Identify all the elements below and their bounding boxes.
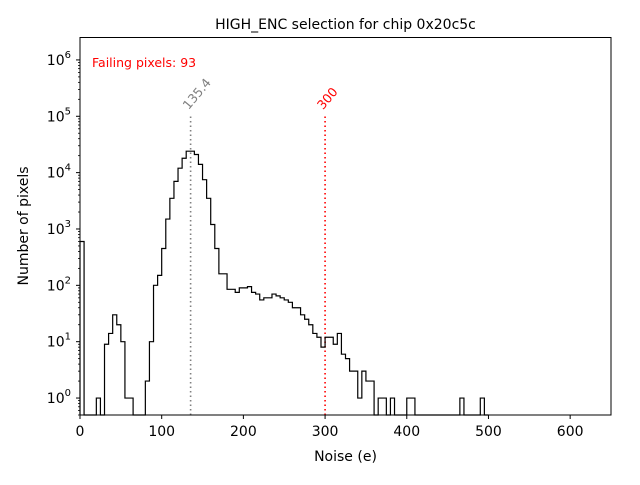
histogram-bin — [480, 397, 484, 399]
x-tick-label: 600 — [557, 424, 584, 440]
histogram-bin — [109, 332, 113, 334]
vline-label-135.4: 135.4 — [179, 75, 214, 112]
failing-pixels-annotation: Failing pixels: 93 — [92, 55, 196, 70]
histogram-bin — [174, 180, 178, 182]
histogram-bin — [354, 370, 358, 372]
histogram-bin — [243, 287, 247, 289]
histogram-bin — [158, 274, 162, 276]
x-tick-label: 200 — [230, 424, 257, 440]
histogram-bin — [186, 150, 190, 152]
histogram-bin — [178, 167, 182, 169]
y-tick-label: 100 — [47, 388, 71, 407]
histogram-bin — [260, 299, 264, 301]
histogram-bin — [129, 397, 133, 399]
histogram-bin — [96, 397, 100, 399]
x-axis-label: Noise (e) — [314, 449, 377, 465]
x-tick-label: 300 — [312, 424, 339, 440]
histogram-bin — [235, 291, 239, 293]
histogram-bin — [80, 240, 84, 242]
histogram-bin — [382, 397, 386, 399]
histogram-bin — [162, 248, 166, 250]
histogram-bin — [207, 197, 211, 199]
histogram-bin — [268, 297, 272, 299]
histogram-bin — [321, 346, 325, 348]
histogram-bin — [350, 370, 354, 372]
histogram-bin — [390, 397, 394, 399]
histogram-bin — [215, 248, 219, 250]
histogram-bin — [460, 397, 464, 399]
histogram-bin — [280, 297, 284, 299]
histogram-bin — [362, 370, 366, 372]
x-tick-label: 400 — [393, 424, 420, 440]
histogram-bin — [333, 343, 337, 345]
chart-title: HIGH_ENC selection for chip 0x20c5c — [215, 17, 476, 33]
y-tick-label: 102 — [47, 275, 71, 294]
histogram-bin — [252, 291, 256, 293]
histogram-bin — [247, 286, 251, 288]
y-tick-label: 106 — [47, 50, 71, 69]
histogram-bin — [121, 341, 125, 343]
y-tick-label: 101 — [47, 332, 71, 351]
histogram-bin — [182, 157, 186, 159]
histogram-bin — [256, 293, 260, 295]
x-tick-label: 0 — [76, 424, 85, 440]
histogram-bin — [309, 324, 313, 326]
histogram-bin — [341, 353, 345, 355]
histogram-bin — [211, 224, 215, 226]
histogram-bin — [317, 336, 321, 338]
histogram-bin — [219, 273, 223, 275]
y-tick-label: 105 — [47, 106, 71, 125]
x-tick-label: 100 — [148, 424, 175, 440]
histogram-bin — [407, 397, 411, 399]
histogram-bin — [329, 336, 333, 338]
histogram-bin — [117, 324, 121, 326]
histogram-bin — [194, 153, 198, 155]
histogram-bin — [301, 314, 305, 316]
histogram-bin — [272, 293, 276, 295]
histogram-bin — [284, 299, 288, 301]
vline-label-300: 300 — [314, 84, 341, 112]
histogram-bin — [337, 332, 341, 334]
histogram-bin — [366, 380, 370, 382]
histogram-bin — [378, 397, 382, 399]
plot-frame — [79, 37, 612, 416]
histogram-bin — [203, 179, 207, 181]
histogram-bin — [358, 397, 362, 399]
histogram-bin — [198, 163, 202, 165]
y-axis-label: Number of pixels — [16, 166, 32, 285]
y-tick-label: 104 — [47, 163, 71, 182]
histogram-bin — [149, 341, 153, 343]
histogram-bin — [125, 397, 129, 399]
histogram-bin — [154, 284, 158, 286]
histogram-bin — [113, 314, 117, 316]
histogram-bin — [288, 301, 292, 303]
histogram-bin — [346, 358, 350, 360]
histogram-bin — [231, 288, 235, 290]
x-tick-label: 500 — [475, 424, 502, 440]
histogram-bin — [166, 218, 170, 220]
histogram-bin — [325, 336, 329, 338]
histogram-bin — [105, 343, 109, 345]
histogram-bin — [239, 287, 243, 289]
histogram-bin — [370, 380, 374, 382]
histogram-bin — [292, 307, 296, 309]
histogram-bin — [305, 318, 309, 320]
histogram-bin — [264, 297, 268, 299]
histogram-bin — [190, 150, 194, 152]
histogram-bin — [411, 397, 415, 399]
histogram-bin — [313, 332, 317, 334]
histogram-bin — [276, 295, 280, 297]
histogram-bin — [227, 288, 231, 290]
histogram-outline — [79, 150, 489, 416]
histogram-bin — [223, 273, 227, 275]
histogram-bin — [170, 197, 174, 199]
y-tick-label: 103 — [47, 219, 71, 238]
histogram-bin — [145, 380, 149, 382]
histogram-bin — [296, 307, 300, 309]
